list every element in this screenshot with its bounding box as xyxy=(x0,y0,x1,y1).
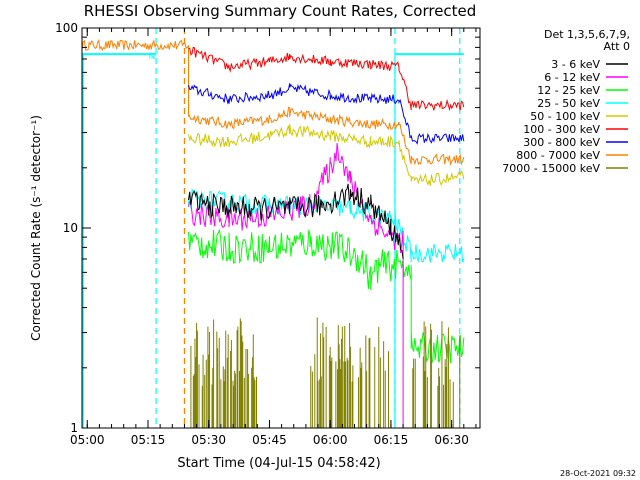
series-line-300-800 xyxy=(188,83,465,145)
legend-entry-7000-15000: 7000 - 15000 keV xyxy=(502,162,628,175)
y-axis-label: Corrected Count Rate (s⁻¹ detector⁻¹) xyxy=(29,115,43,341)
legend-label-6-12: 6 - 12 keV xyxy=(544,71,600,84)
legend-entry-50-100: 50 - 100 keV xyxy=(530,110,628,123)
series-line-6-12 xyxy=(188,143,404,428)
series-line-100-300 xyxy=(188,46,465,112)
series-line-12-25 xyxy=(188,228,465,365)
x-tick-label-3: 05:45 xyxy=(252,433,287,447)
plot-frame xyxy=(81,27,481,429)
legend-entry-25-50: 25 - 50 keV xyxy=(537,97,628,110)
legend-label-12-25: 12 - 25 keV xyxy=(537,84,600,97)
y-tick-label-0: 1 xyxy=(70,421,78,435)
legend-entry-3-6: 3 - 6 keV xyxy=(551,58,628,71)
series-line-50-100 xyxy=(188,123,465,186)
x-tick-label-4: 06:00 xyxy=(313,433,348,447)
x-tick-label-5: 06:15 xyxy=(374,433,409,447)
y-tick-label-1: 10 xyxy=(63,221,78,235)
x-tick-label-0: 05:00 xyxy=(70,433,105,447)
flag-label: N xyxy=(149,52,156,62)
legend-label-300-800: 300 - 800 keV xyxy=(523,136,600,149)
legend-entry-12-25: 12 - 25 keV xyxy=(537,84,628,97)
legend-entry-6-12: 6 - 12 keV xyxy=(544,71,628,84)
legend-entry-100-300: 100 - 300 keV xyxy=(523,123,628,136)
series-line-7000-15000 xyxy=(190,317,461,428)
legend-header-line-2: Att 0 xyxy=(604,40,630,53)
plot-area: N xyxy=(81,28,465,428)
x-tick-label-2: 05:30 xyxy=(191,433,226,447)
x-axis-label: Start Time (04-Jul-15 04:58:42) xyxy=(177,456,380,471)
x-tick-label-6: 06:30 xyxy=(434,433,469,447)
legend-label-800-7000: 800 - 7000 keV xyxy=(516,149,600,162)
chart-title: RHESSI Observing Summary Count Rates, Co… xyxy=(84,2,477,20)
footer-date: 28-Oct-2021 09:32 xyxy=(560,469,636,478)
legend-label-100-300: 100 - 300 keV xyxy=(523,123,600,136)
axes: 05:00 05:15 05:30 05:45 06:00 06:15 06:30 1 10 10… xyxy=(55,21,480,447)
legend-label-7000-15000: 7000 - 15000 keV xyxy=(502,162,600,175)
legend-entry-300-800: 300 - 800 keV xyxy=(523,136,628,149)
legend-header-line-1: Det 1,3,5,6,7,9, xyxy=(544,28,630,41)
legend-label-25-50: 25 - 50 keV xyxy=(537,97,600,110)
series-line-3-6 xyxy=(188,183,404,259)
y-tick-label-2: 100 xyxy=(55,21,78,35)
legend-label-3-6: 3 - 6 keV xyxy=(551,58,600,71)
x-tick-label-1: 05:15 xyxy=(131,433,166,447)
legend-label-50-100: 50 - 100 keV xyxy=(530,110,600,123)
series-line-800-7000 xyxy=(81,38,465,167)
legend-entry-800-7000: 800 - 7000 keV xyxy=(516,149,628,162)
